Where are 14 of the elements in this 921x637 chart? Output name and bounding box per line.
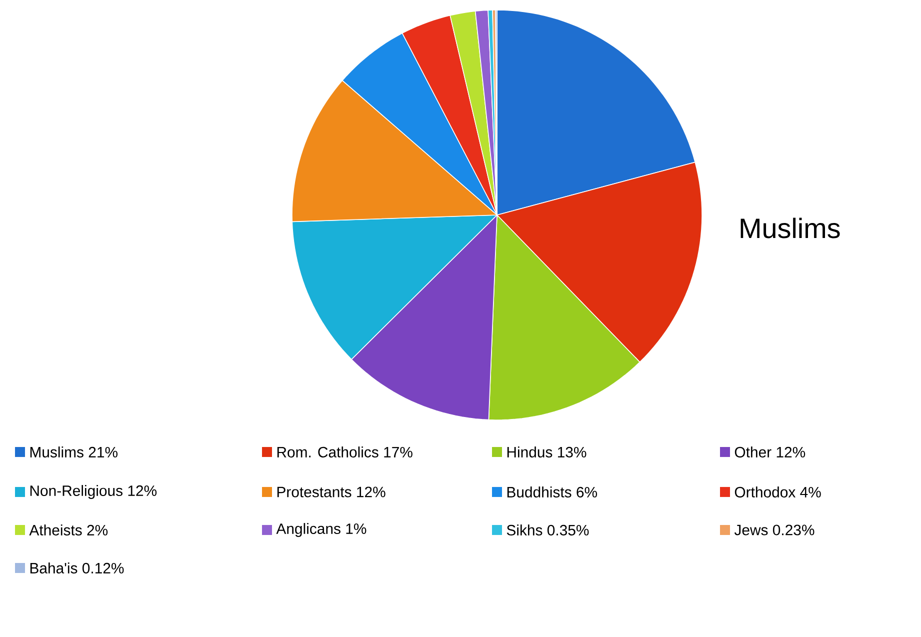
legend-label: Atheists 2% (29, 524, 108, 536)
legend-label: Other 12% (734, 446, 806, 458)
legend-label: Anglicans 1% (276, 523, 366, 537)
legend-label: Jews 0.23% (734, 524, 814, 536)
legend-label: Sikhs 0.35% (506, 524, 589, 536)
legend-label: Buddhists 6% (507, 486, 598, 498)
legend-label: Hindus 13% (507, 446, 586, 458)
legend-label: Rom. Catholics 17% (277, 446, 412, 458)
legend-label: Non-Religious 12% (30, 485, 157, 499)
legend-label: Orthodox 4% (734, 486, 821, 498)
legend-label: Protestants 12% (277, 486, 386, 498)
legend-label: Muslims 21% (30, 446, 118, 458)
legend-label: Baha'is 0.12% (30, 562, 124, 574)
text: Muslims (740, 218, 840, 238)
